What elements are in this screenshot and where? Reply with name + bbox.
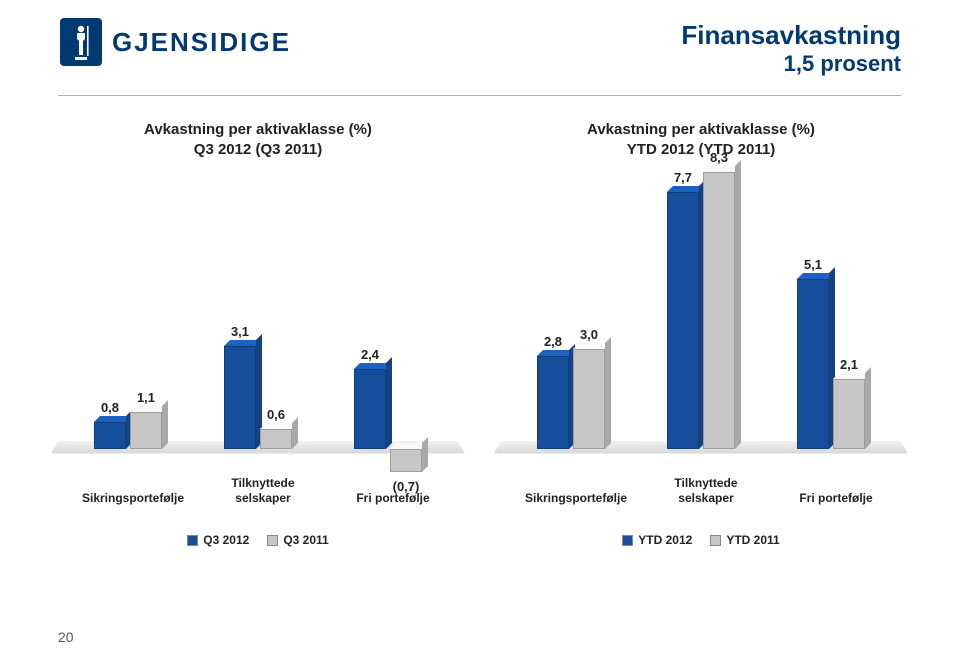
bar-fri-a: 5,1 [797,279,829,449]
slide-title: Finansavkastning 1,5 prosent [681,20,901,77]
chart-left-plot: 0,81,1Sikringsportefølje3,10,6Tilknytted… [58,169,458,509]
bar-group-sikring: 2,83,0 [531,169,621,509]
divider [58,95,901,96]
watchman-icon [67,22,95,62]
chart-right: Avkastning per aktivaklasse (%) YTD 2012… [501,120,901,509]
title-line-1: Finansavkastning [681,20,901,51]
legend-item-b: YTD 2011 [710,533,779,547]
bar-label-sikring-b: 3,0 [569,327,609,342]
legend-label-b: Q3 2011 [283,533,328,547]
bar-sikring-b: 3,0 [573,349,605,449]
bar-label-tilknyttede-b: 8,3 [699,150,739,165]
bar-label-tilknyttede-b: 0,6 [256,407,296,422]
legend-label-b: YTD 2011 [726,533,779,547]
logo-area: GJENSIDIGE [60,18,291,66]
bar-label-fri-a: 5,1 [793,257,833,272]
bar-label-fri-a: 2,4 [350,347,390,362]
bar-group-sikring: 0,81,1 [88,169,178,509]
chart-left-title: Avkastning per aktivaklasse (%) Q3 2012 … [58,120,458,159]
bar-tilknyttede-a: 3,1 [224,346,256,449]
bar-fri-a: 2,4 [354,369,386,449]
legend-label-a: YTD 2012 [638,533,692,547]
bar-tilknyttede-b: 8,3 [703,172,735,449]
legend-swatch-b [710,535,721,546]
x-label-tilknyttede: Tilknyttedeselskaper [641,476,771,505]
page-number: 20 [58,629,74,645]
legend-label-a: Q3 2012 [203,533,249,547]
charts-row: Avkastning per aktivaklasse (%) Q3 2012 … [58,120,901,509]
bar-group-fri: 5,12,1 [791,169,881,509]
chart-left: Avkastning per aktivaklasse (%) Q3 2012 … [58,120,458,509]
legend-swatch-a [622,535,633,546]
bar-tilknyttede-b: 0,6 [260,429,292,449]
x-label-tilknyttede: Tilknyttedeselskaper [198,476,328,505]
logo-wordmark: GJENSIDIGE [112,27,291,58]
x-label-sikring: Sikringsportefølje [511,491,641,505]
title-line-2: 1,5 prosent [681,51,901,77]
bar-group-tilknyttede: 3,10,6 [218,169,308,509]
bar-label-sikring-b: 1,1 [126,390,166,405]
legend-item-a: Q3 2012 [187,533,249,547]
x-label-fri: Fri portefølje [771,491,901,505]
logo-shield-icon [60,18,102,66]
bar-label-tilknyttede-a: 7,7 [663,170,703,185]
legend: Q3 2012 Q3 2011 [58,533,458,547]
chart-right-plot: 2,83,0Sikringsportefølje7,78,3Tilknytted… [501,169,901,509]
bar-tilknyttede-a: 7,7 [667,192,699,449]
bar-label-sikring-a: 2,8 [533,334,573,349]
bar-label-tilknyttede-a: 3,1 [220,324,260,339]
legend-swatch-b [267,535,278,546]
x-label-sikring: Sikringsportefølje [68,491,198,505]
bar-label-sikring-a: 0,8 [90,400,130,415]
bar-label-fri-b: 2,1 [829,357,869,372]
bar-fri-b: 2,1 [833,379,865,449]
bar-fri-b: (0,7) [390,449,422,472]
x-label-fri: Fri portefølje [328,491,458,505]
legend: YTD 2012 YTD 2011 [501,533,901,547]
legend-item-a: YTD 2012 [622,533,692,547]
bar-sikring-a: 0,8 [94,422,126,449]
bar-group-tilknyttede: 7,78,3 [661,169,751,509]
bar-sikring-b: 1,1 [130,412,162,449]
legend-item-b: Q3 2011 [267,533,328,547]
bar-group-fri: 2,4(0,7) [348,169,438,509]
legend-swatch-a [187,535,198,546]
bar-sikring-a: 2,8 [537,356,569,449]
